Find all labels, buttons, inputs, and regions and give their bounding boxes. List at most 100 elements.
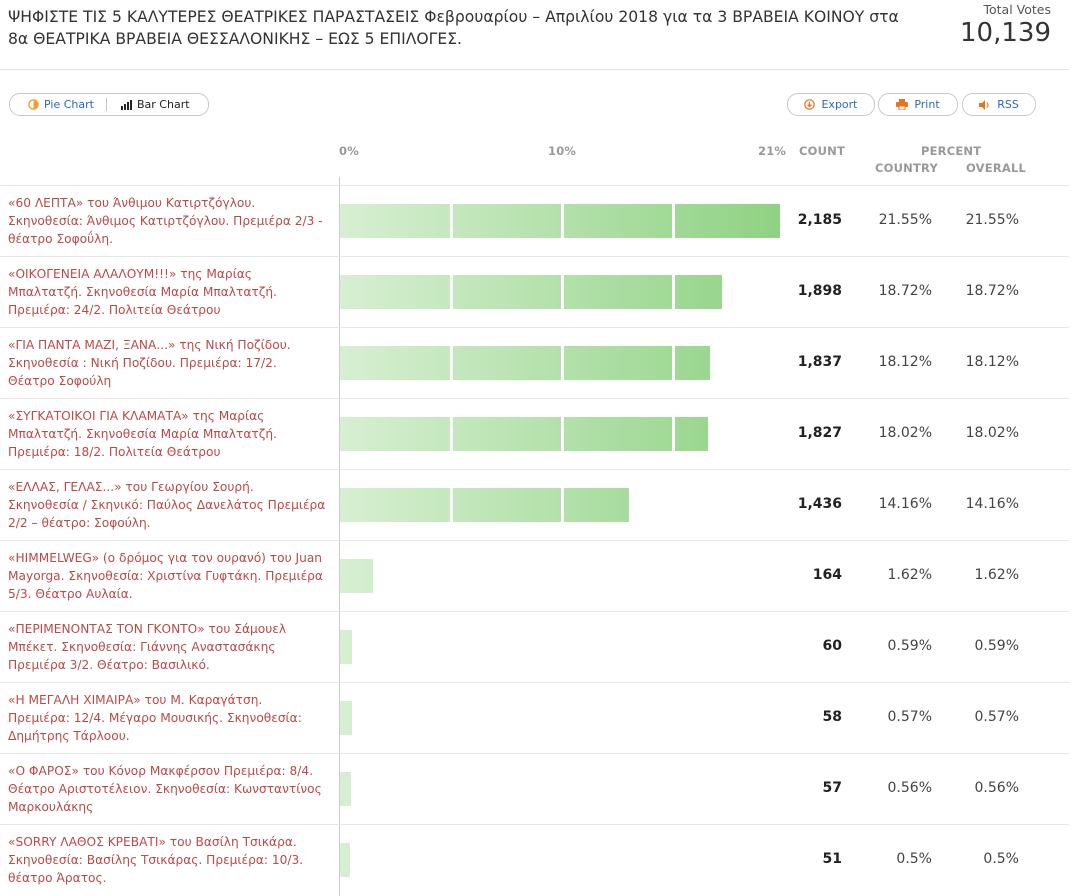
vote-bar: [340, 204, 780, 238]
vote-bar: [340, 843, 350, 877]
vote-count: 2,185: [797, 212, 842, 228]
option-label: «ΕΛΛΑΣ, ΓΕΛΑΣ...» του Γεωργίου Σουρή. Σκ…: [8, 480, 326, 530]
vote-bar: [340, 346, 710, 380]
table-row: «ΣΥΓΚΑΤΟΙΚΟΙ ΓΙΑ ΚΛΑΜΑΤΑ» της Μαρίας Μπα…: [0, 398, 1069, 470]
vote-bar: [340, 701, 352, 735]
percent-country: 0.59%: [887, 638, 932, 654]
percent-country: 21.55%: [878, 212, 932, 228]
vote-count: 60: [822, 638, 842, 654]
vote-count: 1,837: [797, 354, 842, 370]
option-label: «HIMMELWEG» (ο δρόμος για τον ουρανό) το…: [8, 551, 323, 601]
percent-overall: 18.12%: [965, 354, 1019, 370]
option-label: «ΟΙΚΟΓΕΝΕΙΑ ΑΛΑΛΟΥΜ!!!» της Μαρίας Μπαλτ…: [8, 267, 277, 317]
export-label: Export: [821, 98, 858, 111]
percent-country: 1.62%: [887, 567, 932, 583]
option-label: «60 ΛΕΠΤΑ» του Άνθιμου Κατιρτζόγλου. Σκη…: [8, 196, 323, 246]
bar-grid-line: [450, 488, 453, 522]
bar-grid-line: [450, 346, 453, 380]
bar-chart-icon: [121, 99, 132, 110]
bar-grid-line: [561, 204, 564, 238]
print-icon: [896, 99, 909, 110]
scale-label-max: 21%: [758, 144, 787, 158]
bar-grid-line: [561, 417, 564, 451]
table-row: «ΕΛΛΑΣ, ΓΕΛΑΣ...» του Γεωργίου Σουρή. Σκ…: [0, 469, 1069, 541]
chart-type-toggle: Pie Chart Bar Chart: [9, 93, 209, 116]
percent-overall: 0.57%: [974, 709, 1019, 725]
percent-overall: 14.16%: [965, 496, 1019, 512]
table-row: «Ο ΦΑΡΟΣ» του Κόνορ Μακφέρσον Πρεμιέρα: …: [0, 753, 1069, 825]
option-label: «ΣΥΓΚΑΤΟΙΚΟΙ ΓΙΑ ΚΛΑΜΑΤΑ» της Μαρίας Μπα…: [8, 409, 277, 459]
percent-overall: 18.02%: [965, 425, 1019, 441]
bar-grid-line: [672, 275, 675, 309]
scale-label-0: 0%: [339, 144, 359, 158]
percent-country: 0.5%: [896, 851, 932, 867]
vote-count: 58: [822, 709, 842, 725]
export-icon: [804, 99, 816, 110]
vote-bar: [340, 630, 352, 664]
bar-grid-line: [561, 346, 564, 380]
option-label: «Η ΜΕΓΑΛΗ ΧΙΜΑΙΡΑ» του Μ. Καραγάτση. Πρε…: [8, 693, 302, 743]
bar-grid-line: [672, 346, 675, 380]
vote-count: 1,898: [797, 283, 842, 299]
bar-grid-line: [561, 275, 564, 309]
table-row: «SORRY ΛΑΘΟΣ ΚΡΕΒΑΤΙ» του Βασίλη Τσικάρα…: [0, 824, 1069, 896]
percent-overall: 18.72%: [965, 283, 1019, 299]
percent-overall: 0.5%: [983, 851, 1019, 867]
bar-grid-line: [561, 488, 564, 522]
table-row: «ΓΙΑ ΠΑΝΤΑ ΜΑΖΙ, ΞΑΝΑ...» της Νική Ποζίδ…: [0, 327, 1069, 399]
percent-country: 18.12%: [878, 354, 932, 370]
pie-chart-button[interactable]: Pie Chart: [10, 94, 106, 115]
percent-country: 0.56%: [887, 780, 932, 796]
total-votes-value: 10,139: [960, 18, 1051, 48]
scale-label-10: 10%: [548, 144, 577, 158]
percent-country: 18.02%: [878, 425, 932, 441]
pie-chart-icon: [28, 99, 39, 110]
pie-chart-label: Pie Chart: [44, 98, 94, 111]
print-button[interactable]: Print: [878, 93, 958, 116]
percent-overall: 1.62%: [974, 567, 1019, 583]
option-label: «Ο ΦΑΡΟΣ» του Κόνορ Μακφέρσον Πρεμιέρα: …: [8, 764, 322, 814]
percent-country: 18.72%: [878, 283, 932, 299]
table-row: «ΟΙΚΟΓΕΝΕΙΑ ΑΛΑΛΟΥΜ!!!» της Μαρίας Μπαλτ…: [0, 256, 1069, 328]
vote-count: 164: [812, 567, 842, 583]
option-label: «ΓΙΑ ΠΑΝΤΑ ΜΑΖΙ, ΞΑΝΑ...» της Νική Ποζίδ…: [8, 338, 291, 388]
bar-grid-line: [450, 417, 453, 451]
bar-axis-line: [339, 177, 340, 896]
bar-grid-line: [450, 204, 453, 238]
country-column-header: COUNTRY: [875, 161, 938, 175]
table-row: «60 ΛΕΠΤΑ» του Άνθιμου Κατιρτζόγλου. Σκη…: [0, 185, 1069, 257]
table-row: «HIMMELWEG» (ο δρόμος για τον ουρανό) το…: [0, 540, 1069, 612]
header-divider: [0, 69, 1069, 70]
poll-title: ΨΗΦΙΣΤΕ ΤΙΣ 5 ΚΑΛΥΤΕΡΕΣ ΘΕΑΤΡΙΚΕΣ ΠΑΡΑΣΤ…: [8, 8, 899, 48]
table-row: «ΠΕΡΙΜΕΝΟΝΤΑΣ ΤΟΝ ΓΚΟΝΤΟ» του Σάμουελ Μπ…: [0, 611, 1069, 683]
export-button[interactable]: Export: [787, 93, 875, 116]
vote-count: 51: [822, 851, 842, 867]
vote-count: 1,436: [797, 496, 842, 512]
bar-grid-line: [672, 204, 675, 238]
percent-country: 0.57%: [887, 709, 932, 725]
vote-bar: [340, 488, 629, 522]
overall-column-header: OVERALL: [966, 161, 1027, 175]
vote-count: 57: [822, 780, 842, 796]
percent-country: 14.16%: [878, 496, 932, 512]
vote-bar: [340, 559, 373, 593]
print-label: Print: [914, 98, 940, 111]
option-label: «SORRY ΛΑΘΟΣ ΚΡΕΒΑΤΙ» του Βασίλη Τσικάρα…: [8, 835, 304, 885]
bar-grid-line: [450, 275, 453, 309]
option-label: «ΠΕΡΙΜΕΝΟΝΤΑΣ ΤΟΝ ΓΚΟΝΤΟ» του Σάμουελ Μπ…: [8, 622, 287, 672]
percent-overall: 0.56%: [974, 780, 1019, 796]
bar-chart-button[interactable]: Bar Chart: [106, 98, 190, 111]
rss-button[interactable]: RSS: [962, 93, 1036, 116]
vote-count: 1,827: [797, 425, 842, 441]
vote-bar: [340, 772, 351, 806]
rss-label: RSS: [997, 98, 1019, 111]
percent-column-header: PERCENT: [921, 144, 982, 158]
bar-grid-line: [672, 417, 675, 451]
percent-overall: 21.55%: [965, 212, 1019, 228]
table-row: «Η ΜΕΓΑΛΗ ΧΙΜΑΙΡΑ» του Μ. Καραγάτση. Πρε…: [0, 682, 1069, 754]
count-column-header: COUNT: [799, 144, 846, 158]
rss-icon: [979, 99, 991, 110]
vote-bar: [340, 417, 708, 451]
percent-overall: 0.59%: [974, 638, 1019, 654]
bar-chart-label: Bar Chart: [137, 98, 190, 111]
